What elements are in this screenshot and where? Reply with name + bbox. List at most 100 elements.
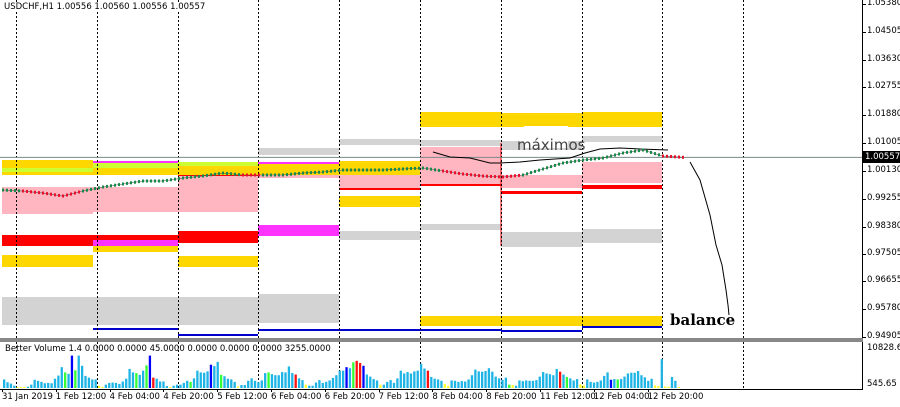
volume-bar [545, 373, 548, 388]
volume-bar [348, 368, 352, 388]
candle [58, 193, 60, 197]
x-tick-label: 4 Feb 04:00 [109, 392, 160, 402]
zone-pink-zone [420, 147, 501, 185]
candle [182, 176, 184, 180]
zone-magenta-zone [93, 240, 178, 246]
volume-bar [277, 375, 280, 388]
volume-bar [260, 380, 263, 388]
y-tick-label: 0.99255 [867, 192, 900, 203]
candle [122, 182, 124, 186]
candle [2, 188, 4, 192]
zone-red-zone [501, 191, 582, 194]
candle [238, 173, 240, 177]
x-tick [217, 389, 219, 392]
volume-bar [660, 359, 663, 388]
zone-gray-zone [2, 297, 93, 325]
label-background [524, 126, 568, 148]
candle [322, 170, 324, 174]
volume-bar [430, 376, 433, 388]
candle [646, 149, 648, 153]
volume-bar [419, 363, 423, 388]
candle [138, 180, 140, 184]
candle [566, 160, 568, 164]
candle [682, 155, 684, 159]
candle [186, 176, 188, 180]
volume-bar [592, 382, 596, 388]
zone-red-zone [339, 188, 420, 190]
candle [386, 168, 388, 172]
candle [658, 153, 660, 157]
volume-bar [33, 379, 36, 388]
zone-yellow-zone [582, 316, 662, 326]
candle [374, 168, 376, 172]
volume-bar [447, 385, 450, 388]
volume-bar [392, 382, 396, 388]
x-tick-label: 31 Jan 2019 [2, 392, 53, 402]
candle [166, 178, 168, 182]
y-tick-label: 0.95780 [867, 303, 900, 314]
y-tick-label: 0.94905 [867, 331, 900, 341]
volume-bar [236, 386, 240, 388]
candle [434, 168, 436, 172]
volume-bar [426, 370, 430, 388]
candle [158, 179, 160, 183]
pane-separator[interactable] [0, 338, 863, 342]
zone-red-zone [2, 235, 93, 246]
candle [78, 190, 80, 194]
price-chart-area[interactable]: USDCHF,H1 1.00556 1.00560 1.00556 1.0055… [0, 0, 863, 338]
candle [274, 173, 276, 177]
volume-bar [450, 380, 453, 388]
volume-pane[interactable]: Better Volume 1.4 0.0000 0.0000 45.0000 … [0, 342, 863, 390]
y-tick-label: 0.98380 [867, 220, 900, 231]
candle [530, 171, 532, 175]
y-tick-label: 1.01880 [867, 109, 900, 120]
volume-bar [586, 379, 589, 388]
volume-bar [287, 366, 291, 388]
volume-bar [13, 385, 16, 388]
volume-bar [291, 373, 294, 388]
volume-bar [30, 384, 33, 388]
zone-pink-zone [178, 175, 258, 212]
volume-bar [270, 374, 274, 388]
candle [642, 148, 644, 152]
volume-bar [9, 383, 13, 388]
candle [314, 170, 316, 174]
volume-bar [274, 375, 277, 388]
volume-bar [548, 374, 552, 388]
zone-yellow-zone [2, 255, 93, 267]
volume-bar [484, 371, 487, 388]
volume-bar [104, 384, 107, 388]
balance-label: balance [670, 311, 736, 329]
volume-bar [555, 368, 558, 388]
candle [426, 167, 428, 171]
x-tick-label: 4 Feb 20:00 [163, 392, 214, 402]
volume-bar [169, 387, 172, 388]
candle [330, 169, 332, 173]
candle [558, 162, 560, 166]
zone-pink-zone [339, 175, 420, 190]
volume-bar [314, 382, 318, 388]
volume-bar [23, 387, 26, 388]
y-tick [862, 4, 866, 5]
volume-bar [345, 367, 348, 388]
volume-bar [247, 380, 250, 388]
candle [362, 168, 364, 172]
volume-bar [80, 365, 84, 388]
volume-bar [636, 371, 640, 388]
volume-bar [657, 386, 660, 388]
candle [354, 168, 356, 172]
candle [54, 193, 56, 197]
candle [406, 167, 408, 171]
maximos-label: máximos [517, 136, 586, 154]
volume-bar [182, 382, 185, 388]
zone-yellow-zone [2, 160, 93, 168]
volume-bar [457, 381, 460, 388]
x-tick [432, 389, 434, 392]
candle [506, 175, 508, 179]
candle [282, 173, 284, 177]
candle [522, 173, 524, 177]
candle [618, 152, 620, 156]
candle [550, 165, 552, 169]
volume-bar [474, 369, 477, 388]
candle [594, 157, 596, 161]
